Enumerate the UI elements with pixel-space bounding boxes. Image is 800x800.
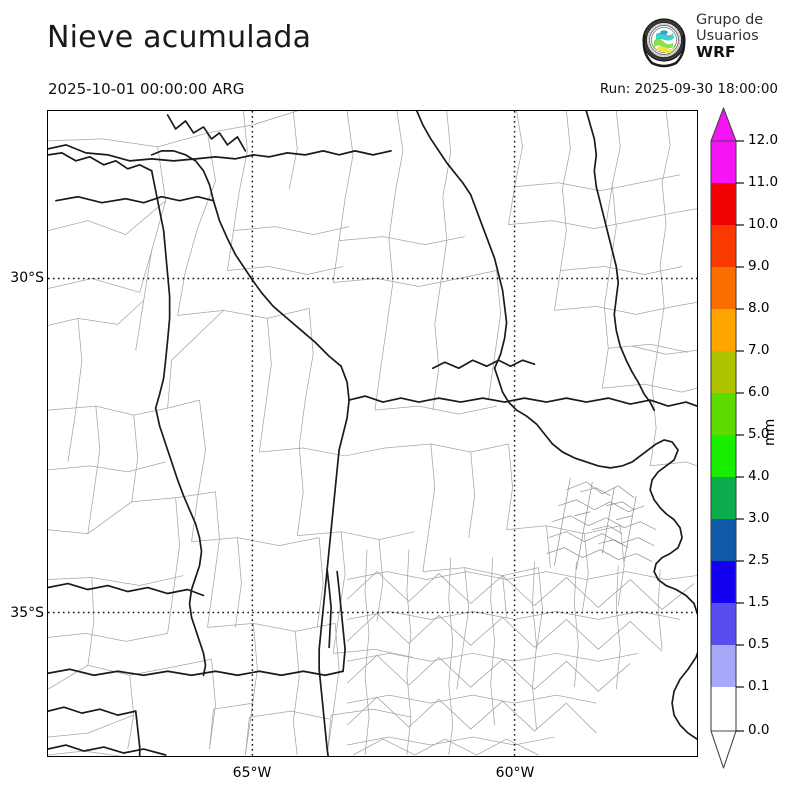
- cb-tick-9.0: 9.0: [748, 258, 770, 274]
- cb-tick-10.0: 10.0: [748, 216, 779, 232]
- department-boundaries-north: [332, 111, 625, 690]
- logo-line-2: Usuarios: [696, 28, 759, 44]
- map-plot-area[interactable]: [47, 110, 698, 757]
- cb-band-9-10: [711, 225, 736, 267]
- run-time-label: Run: 2025-09-30 18:00:00: [599, 81, 778, 97]
- cb-tick-1.5: 1.5: [748, 594, 770, 610]
- colorbar[interactable]: 12.0 11.0 10.0 9.0 8.0 7.0 6.0 5.0 4.0 3…: [700, 100, 800, 780]
- cb-tick-3.0: 3.0: [748, 510, 770, 526]
- page-title: Nieve acumulada: [47, 20, 312, 55]
- cb-tick-4.0: 4.0: [748, 468, 770, 484]
- cb-band-4-5: [711, 435, 736, 477]
- cb-band-5-6: [711, 393, 736, 435]
- cb-band-7-8: [711, 309, 736, 351]
- lat-label-35S: 35°S: [10, 605, 44, 621]
- brand-logo: Grupo de Usuarios WRF: [636, 12, 796, 74]
- colorbar-bands: [711, 141, 736, 731]
- lat-label-30S: 30°S: [10, 270, 44, 286]
- greater-buenos-aires-partidos: [546, 477, 657, 570]
- cb-tick-7.0: 7.0: [748, 342, 770, 358]
- cb-band-1.5-2.5: [711, 561, 736, 603]
- logo-line-3: WRF: [696, 43, 736, 61]
- department-boundaries-buenosaires: [346, 549, 697, 756]
- cb-band-6-7: [711, 351, 736, 393]
- cb-band-3-4: [711, 477, 736, 519]
- map-gridlines: [48, 111, 697, 756]
- cb-tick-12.0: 12.0: [748, 132, 779, 148]
- department-boundaries-central: [48, 111, 415, 756]
- cb-tick-2.5: 2.5: [748, 552, 770, 568]
- cb-tick-0.0: 0.0: [748, 722, 770, 738]
- colorbar-graphic: [710, 107, 744, 769]
- valid-time-label: 2025-10-01 00:00:00 ARG: [48, 80, 245, 98]
- cb-band-0.5-1.5: [711, 603, 736, 645]
- department-boundaries: [48, 111, 386, 756]
- cb-tick-5.0: 5.0: [748, 426, 770, 442]
- colorbar-unit-label: mm: [762, 418, 778, 446]
- cb-band-2.5-3: [711, 519, 736, 561]
- logo-line-1: Grupo de: [696, 12, 764, 28]
- logo-text: Grupo de Usuarios WRF: [696, 12, 796, 60]
- cb-tick-11.0: 11.0: [748, 174, 779, 190]
- cb-over-arrow: [710, 107, 737, 142]
- cb-tick-8.0: 8.0: [748, 300, 770, 316]
- cb-band-8-9: [711, 267, 736, 309]
- province-boundaries: [48, 111, 697, 756]
- lon-label-65W: 65°W: [232, 765, 272, 781]
- cb-tick-0.5: 0.5: [748, 636, 770, 652]
- cb-under-arrow: [710, 730, 737, 769]
- cb-band-0.1-0.5: [711, 645, 736, 687]
- colorbar-ticks: [736, 140, 744, 732]
- cb-band-11-12: [711, 141, 736, 183]
- department-boundaries-northeast: [508, 111, 697, 467]
- lon-label-60W: 60°W: [495, 765, 535, 781]
- cb-tick-0.1: 0.1: [748, 678, 770, 694]
- cb-band-0-0.1: [711, 687, 736, 731]
- map-vector-layer: [48, 111, 697, 756]
- cb-band-10-11: [711, 183, 736, 225]
- cb-tick-6.0: 6.0: [748, 384, 770, 400]
- wrf-globe-emblem-icon: [642, 18, 686, 68]
